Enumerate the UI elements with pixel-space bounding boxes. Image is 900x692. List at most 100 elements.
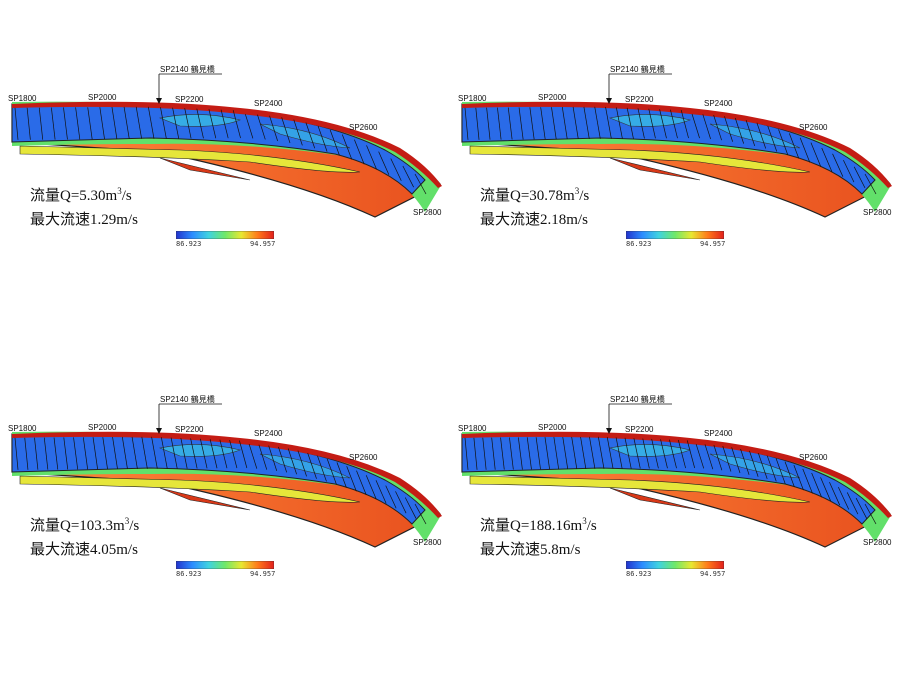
velocity-vector xyxy=(713,114,722,141)
station-sp1800: SP1800 xyxy=(8,94,37,103)
velocity-vector xyxy=(404,497,417,519)
velocity-vector xyxy=(135,106,142,139)
channel-shallow-zone-2 xyxy=(709,123,801,149)
velocity-vector xyxy=(731,447,741,474)
station-sp2000: SP2000 xyxy=(538,423,567,432)
velocity-vector xyxy=(385,485,397,509)
velocity-vector xyxy=(624,437,632,469)
velocity-vector xyxy=(745,120,756,147)
velocity-vector xyxy=(248,444,258,469)
velocity-vector xyxy=(793,465,804,491)
velocity-vector xyxy=(838,486,850,510)
velocity-vector xyxy=(749,450,759,477)
velocity-vector xyxy=(642,438,650,469)
velocity-vector xyxy=(208,109,217,139)
inner-bank-strip xyxy=(19,145,361,173)
velocity-vector xyxy=(799,137,811,163)
velocity-vector xyxy=(633,438,641,469)
colorbar-min: 86.923 xyxy=(626,240,652,248)
flow-rate-exponent: 3 xyxy=(574,186,580,196)
velocity-vector xyxy=(51,107,56,140)
velocity-vector xyxy=(686,440,696,469)
velocity-vector xyxy=(562,437,569,470)
colorbar-min: 86.923 xyxy=(626,570,652,578)
velocity-vectors xyxy=(464,106,877,195)
velocity-vector xyxy=(307,452,317,479)
velocity-vector xyxy=(778,129,789,155)
floodplain-feature xyxy=(159,157,251,181)
station-sp2600: SP2600 xyxy=(799,123,828,132)
velocity-vector xyxy=(184,108,192,139)
flow-rate-exponent: 3 xyxy=(582,516,587,526)
flow-panel-4: SP2140 鶴見橋 SP1800 SP2000 SP2200 SP2400 S… xyxy=(450,392,900,692)
station-sp2400: SP2400 xyxy=(254,99,283,108)
velocity-vector xyxy=(63,437,69,470)
velocity-vector xyxy=(196,108,204,139)
velocity-vector xyxy=(651,438,659,469)
bridge-label: SP2140 鶴見橋 xyxy=(610,395,665,404)
velocity-vector xyxy=(26,107,31,140)
velocity-vector xyxy=(526,437,532,470)
river-velocity-field xyxy=(11,403,442,548)
velocity-vector xyxy=(180,437,188,469)
station-sp2200: SP2200 xyxy=(625,95,654,104)
velocity-vector xyxy=(626,107,634,139)
velocity-vector xyxy=(112,437,118,470)
floodplain-feature xyxy=(609,487,701,511)
floodplain-feature xyxy=(159,487,251,511)
velocity-vector xyxy=(147,106,155,139)
velocity-vector xyxy=(151,436,158,469)
station-sp2400: SP2400 xyxy=(704,99,733,108)
velocity-vector xyxy=(677,439,686,469)
velocity-vectors xyxy=(14,106,427,195)
velocity-vector xyxy=(637,108,645,139)
station-sp2800: SP2800 xyxy=(413,538,442,547)
inner-bank-strip xyxy=(469,145,811,173)
station-sp2600: SP2600 xyxy=(799,453,828,462)
max-velocity-label: 最大流速5.8m/s xyxy=(480,542,581,558)
floodplain-feature xyxy=(609,157,701,181)
velocity-vector xyxy=(766,455,777,482)
flow-panel-2: SP2140 鶴見橋 SP1800 SP2000 SP2200 SP2400 S… xyxy=(450,62,900,362)
velocity-vector xyxy=(258,444,268,470)
colorbar-max: 94.957 xyxy=(700,240,726,248)
velocity-vector xyxy=(722,445,732,472)
velocity-vector xyxy=(293,119,303,146)
colorbar-min: 86.923 xyxy=(176,570,202,578)
velocity-vector xyxy=(87,107,93,140)
colorbar xyxy=(626,231,724,239)
velocity-vector xyxy=(102,437,108,470)
station-sp2800: SP2800 xyxy=(863,208,892,217)
colorbar xyxy=(176,561,274,569)
flow-rate-unit: /s xyxy=(579,188,590,204)
velocity-vector xyxy=(855,497,868,520)
station-sp2600: SP2600 xyxy=(349,123,378,132)
velocity-vector xyxy=(239,440,248,469)
velocity-vector xyxy=(341,134,353,160)
velocity-vector xyxy=(544,437,550,470)
velocity-vector xyxy=(802,468,813,494)
bridge-arrow xyxy=(606,428,612,434)
river-velocity-field xyxy=(461,73,892,218)
velocity-vector xyxy=(269,115,278,142)
velocity-vector xyxy=(160,107,167,139)
velocity-vector xyxy=(121,436,128,470)
inner-bank-strip xyxy=(469,475,811,503)
river-velocity-field xyxy=(461,403,892,548)
velocity-vector xyxy=(229,439,238,469)
velocity-vector xyxy=(553,437,560,470)
inner-bank-strip xyxy=(19,475,361,503)
velocity-vector xyxy=(734,117,745,144)
velocity-vector xyxy=(517,437,523,470)
station-sp2000: SP2000 xyxy=(88,93,117,102)
velocity-vector xyxy=(695,443,705,469)
velocity-vector xyxy=(775,458,786,485)
velocity-vector xyxy=(580,436,587,469)
flow-rate-text: 流量Q=30.78m xyxy=(480,188,575,204)
velocity-vector xyxy=(846,492,859,515)
flow-rate-label: 流量Q=103.3m3/s xyxy=(30,514,139,535)
station-sp1800: SP1800 xyxy=(8,424,37,433)
station-sp2000: SP2000 xyxy=(538,93,567,102)
velocity-vector xyxy=(482,437,487,470)
velocity-vector xyxy=(788,133,800,159)
